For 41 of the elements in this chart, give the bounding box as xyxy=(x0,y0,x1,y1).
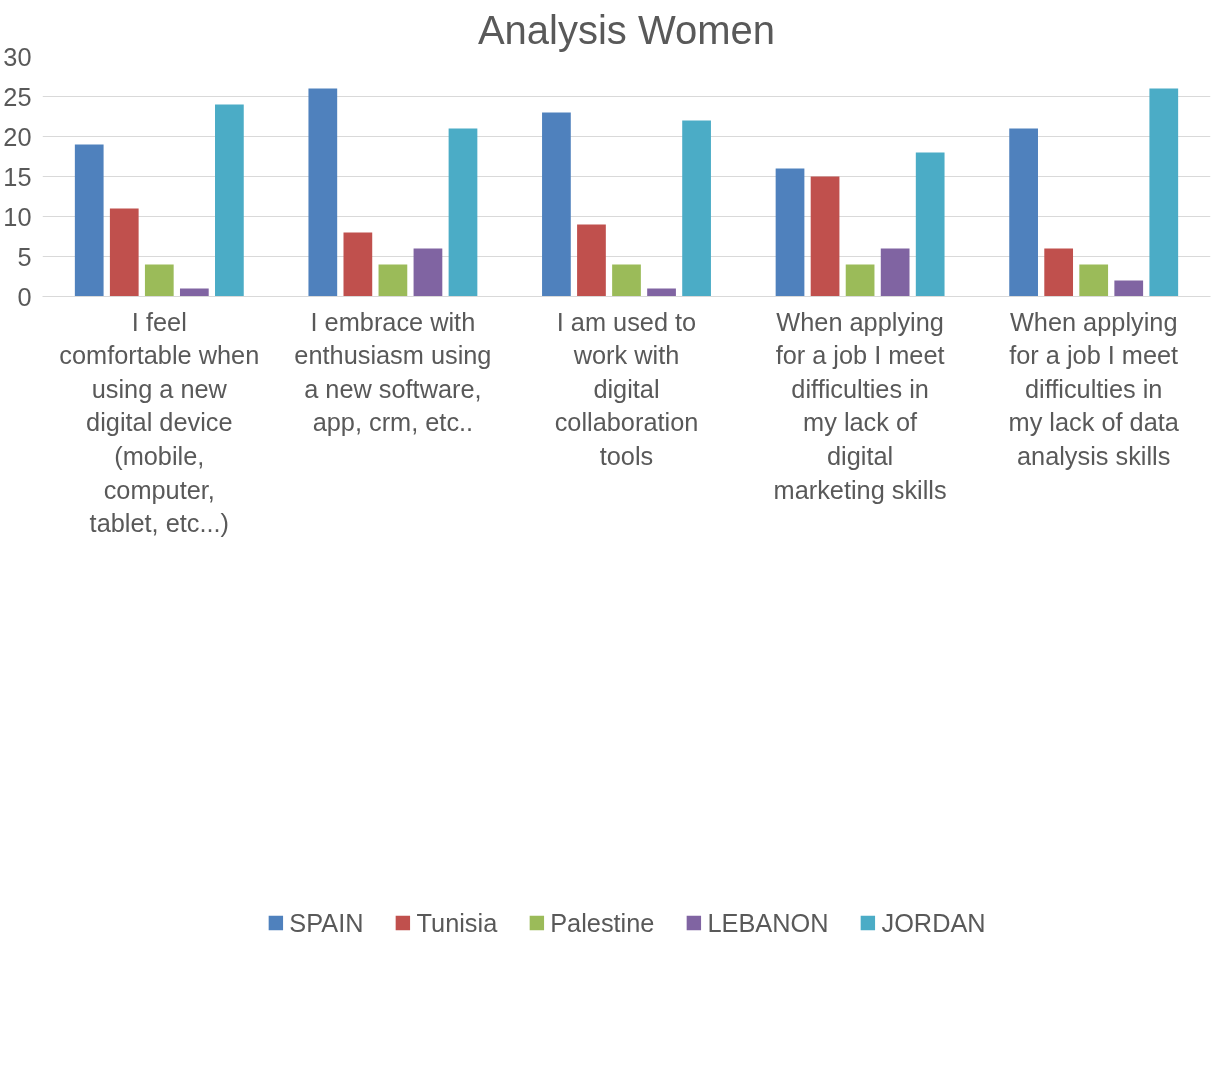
y-tick-label: 25 xyxy=(3,82,32,111)
y-tick-label: 15 xyxy=(3,162,32,191)
y-tick-label: 30 xyxy=(3,42,32,71)
bar xyxy=(775,168,805,297)
legend-label: SPAIN xyxy=(289,908,364,938)
bar xyxy=(413,248,443,297)
bar xyxy=(308,88,338,297)
bar xyxy=(378,264,408,297)
y-tick-label: 0 xyxy=(17,282,32,311)
legend-label: JORDAN xyxy=(881,908,986,938)
bar xyxy=(810,176,840,297)
x-tick-label: When applying for a job I meet difficulties in my lack of digital marketing skills xyxy=(773,307,947,504)
bar xyxy=(915,152,945,297)
bar xyxy=(542,112,571,297)
bar xyxy=(215,104,244,297)
x-tick-label: I embrace with enthusiasm using a new software, app, crm, etc.. xyxy=(294,307,492,437)
x-tick-label: I feel comfortable when using a new digital device (mobile, computer, tablet, etc...) xyxy=(59,307,260,538)
bar xyxy=(448,128,478,297)
bar xyxy=(343,232,373,297)
bar xyxy=(109,208,139,297)
y-tick-label: 20 xyxy=(3,122,32,151)
bar xyxy=(1044,248,1074,297)
bar xyxy=(74,144,104,297)
bar xyxy=(682,120,711,297)
y-tick-label: 5 xyxy=(17,242,32,271)
bar xyxy=(1009,128,1038,297)
y-tick-label: 10 xyxy=(3,202,32,231)
bar xyxy=(612,264,641,297)
legend-label: LEBANON xyxy=(707,908,829,938)
bar xyxy=(1149,88,1179,297)
x-tick-label: I am used to work with digital collaboration tools xyxy=(554,307,699,470)
chart-title: Analysis Women xyxy=(477,7,776,52)
bar xyxy=(845,264,875,297)
bar xyxy=(880,248,910,297)
bar xyxy=(1079,264,1109,297)
bar xyxy=(1114,280,1144,297)
legend-label: Palestine xyxy=(550,908,655,938)
bar xyxy=(577,224,606,297)
bar xyxy=(144,264,174,297)
x-tick-label: When applying for a job I meet difficulties in my lack of data analysis skills xyxy=(1008,307,1180,470)
legend-label: Tunisia xyxy=(416,908,498,938)
